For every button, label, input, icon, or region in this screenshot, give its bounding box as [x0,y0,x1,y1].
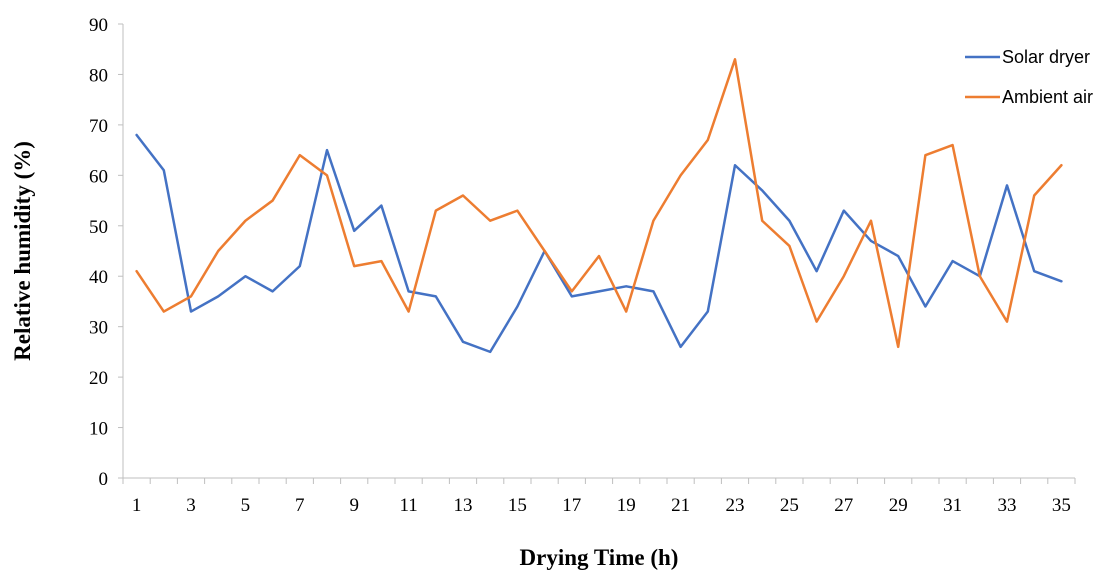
series-line-solar-dryer [135,133,1063,354]
y-tick-label: 10 [89,419,108,440]
x-tick-label: 9 [349,495,359,516]
y-tick-label: 40 [89,267,108,288]
y-tick-label: 60 [89,166,108,187]
x-tick-label: 35 [1052,495,1071,516]
x-tick-label: 31 [943,495,962,516]
x-tick-label: 27 [834,495,853,516]
y-tick-label: 90 [89,15,108,36]
x-tick-label: 29 [889,495,908,516]
y-tick-labels: 0 10 20 30 40 50 60 70 80 90 [89,15,123,490]
series-line-ambient-air [135,58,1063,349]
y-tick-label: 50 [89,217,108,238]
x-tick-label: 7 [295,495,305,516]
y-tick-label: 0 [99,469,109,490]
legend: Solar dryer Ambient air [965,47,1093,107]
y-tick-label: 30 [89,318,108,339]
y-tick-label: 80 [89,65,108,86]
legend-label: Solar dryer [1002,47,1090,67]
x-tick-label: 17 [562,495,581,516]
x-tick-labels: 1 3 5 7 9 11 13 15 17 19 21 23 25 27 29 31 33 35 [132,495,1071,516]
x-tick-label: 13 [454,495,473,516]
series-lines [135,58,1063,354]
x-tick-label: 19 [617,495,636,516]
x-tick-label: 3 [186,495,196,516]
x-tick-label: 5 [241,495,251,516]
y-axis-title: Relative humidity (%) [10,141,35,361]
x-tick-label: 25 [780,495,799,516]
y-tick-label: 70 [89,116,108,137]
x-axis-title: Drying Time (h) [520,545,679,570]
legend-label: Ambient air [1002,87,1093,107]
x-tick-label: 33 [998,495,1017,516]
axes [122,24,1075,479]
x-tick-label: 11 [399,495,417,516]
x-tick-label: 15 [508,495,527,516]
x-tick-label: 23 [726,495,745,516]
y-tick-label: 20 [89,368,108,389]
x-tick-label: 21 [671,495,690,516]
x-tick-marks [122,478,1076,484]
x-tick-label: 1 [132,495,142,516]
